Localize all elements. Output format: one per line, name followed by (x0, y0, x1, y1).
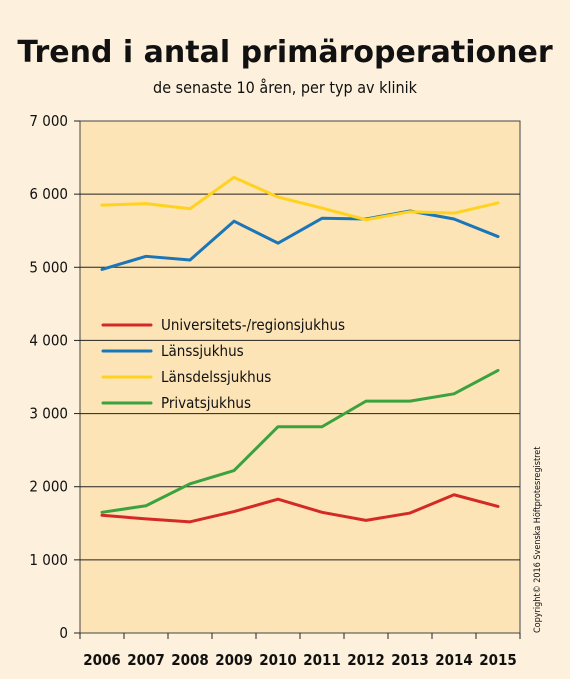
x-tick-label: 2006 (83, 651, 121, 669)
y-tick-label: 4 000 (29, 331, 68, 349)
y-tick-label: 0 (59, 624, 68, 642)
x-tick-label: 2008 (171, 651, 209, 669)
legend-label: Länssjukhus (161, 342, 244, 360)
series-lines (100, 175, 500, 524)
legend: Universitets-/regionsjukhus Länssjukhus Lä… (101, 316, 345, 412)
x-tick-label: 2012 (347, 651, 385, 669)
x-tick-label: 2010 (259, 651, 297, 669)
x-tick-label: 2014 (435, 651, 473, 669)
x-tick-label: 2009 (215, 651, 253, 669)
chart-title: Trend i antal primäroperationer (17, 35, 552, 70)
y-tick-label: 5 000 (29, 258, 68, 276)
x-tick-label: 2007 (127, 651, 165, 669)
legend-label: Länsdelssjukhus (161, 368, 271, 386)
copyright-text: Copyright© 2016 Svenska Höftprotesregist… (533, 447, 543, 633)
y-tick-label: 7 000 (29, 112, 68, 130)
series-line-3 (100, 175, 500, 222)
y-axis: 0 1 000 2 000 3 000 4 000 5 000 6 000 7 000 (29, 112, 80, 642)
y-tick-label: 2 000 (29, 478, 68, 496)
series-line-4 (100, 368, 500, 514)
series-line-2 (100, 209, 500, 271)
gridlines (80, 193, 520, 561)
y-tick-label: 6 000 (29, 185, 68, 203)
legend-label: Universitets-/regionsjukhus (161, 316, 345, 334)
series-line-1 (100, 493, 500, 524)
y-tick-label: 1 000 (29, 551, 68, 569)
legend-label: Privatsjukhus (161, 394, 251, 412)
y-tick-label: 3 000 (29, 405, 68, 423)
x-axis: 2006 2007 2008 2009 2010 2011 2012 2013 2014 2015 (79, 633, 521, 669)
plot-area (79, 120, 521, 634)
x-tick-label: 2013 (391, 651, 429, 669)
x-tick-label: 2015 (479, 651, 517, 669)
chart-subtitle: de senaste 10 åren, per typ av klinik (153, 78, 418, 97)
x-tick-label: 2011 (303, 651, 341, 669)
